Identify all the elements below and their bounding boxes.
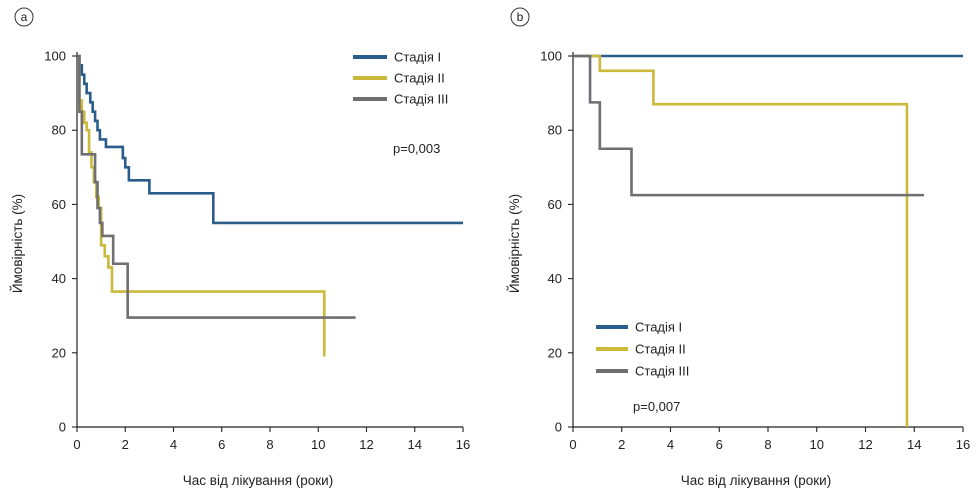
x-tick-label: 8 <box>764 437 771 452</box>
x-tick-label: 12 <box>359 437 373 452</box>
series-line-3 <box>573 54 924 197</box>
legend-label-1: Стадія I <box>394 50 441 65</box>
x-tick-label: 4 <box>667 437 674 452</box>
panel-label: a <box>21 10 28 24</box>
legend-label-3: Стадія III <box>394 92 448 107</box>
x-tick-label: 2 <box>122 437 129 452</box>
x-tick-label: 12 <box>858 437 872 452</box>
chart-panel-a: a 0 20 40 60 80 100 0 2 4 6 8 10 12 14 16 Час від лікува… <box>10 7 470 488</box>
panel-label-circle <box>510 7 530 27</box>
x-axis-title: Час від лікування (роки) <box>681 473 831 488</box>
x-tick-label: 14 <box>907 437 921 452</box>
legend-label-2: Стадія II <box>635 342 686 357</box>
series-line-1 <box>77 54 463 225</box>
y-tick-label: 80 <box>548 123 562 138</box>
y-tick-label: 80 <box>52 123 66 138</box>
x-tick-label: 14 <box>408 437 422 452</box>
y-tick-label: 0 <box>59 420 66 435</box>
y-tick-label: 60 <box>52 197 66 212</box>
legend-label-1: Стадія I <box>635 320 682 335</box>
y-tick-label: 60 <box>548 197 562 212</box>
y-axis-title: Ймовірність (%) <box>10 194 25 293</box>
x-tick-label: 2 <box>618 437 625 452</box>
x-tick-label: 0 <box>569 437 576 452</box>
x-tick-label: 6 <box>218 437 225 452</box>
x-tick-label: 16 <box>456 437 470 452</box>
y-tick-label: 0 <box>555 420 562 435</box>
series-line-2 <box>573 54 909 427</box>
y-tick-label: 40 <box>52 271 66 286</box>
panel-label-circle <box>14 7 34 27</box>
series-line-2 <box>77 54 326 357</box>
y-tick-label: 100 <box>44 49 66 64</box>
x-tick-label: 6 <box>716 437 723 452</box>
x-tick-label: 16 <box>956 437 970 452</box>
legend-label-3: Стадія III <box>635 364 689 379</box>
series-line-3 <box>77 54 356 319</box>
y-axis-title: Ймовірність (%) <box>507 194 522 293</box>
x-tick-label: 0 <box>73 437 80 452</box>
panel-label: b <box>517 10 524 24</box>
chart-panel-b: b 0 20 40 60 80 100 0 2 4 6 8 10 12 14 16 Час від лікува… <box>507 7 970 488</box>
x-tick-label: 4 <box>170 437 177 452</box>
x-tick-label: 10 <box>810 437 824 452</box>
legend-label-2: Стадія II <box>394 71 445 86</box>
p-value-annotation: p=0,003 <box>393 141 440 156</box>
y-tick-label: 40 <box>548 271 562 286</box>
x-axis-title: Час від лікування (роки) <box>183 473 333 488</box>
p-value-annotation: p=0,007 <box>633 399 680 414</box>
x-tick-label: 8 <box>266 437 273 452</box>
y-tick-label: 20 <box>548 345 562 360</box>
x-tick-label: 10 <box>311 437 325 452</box>
y-tick-label: 100 <box>540 49 562 64</box>
y-tick-label: 20 <box>52 345 66 360</box>
